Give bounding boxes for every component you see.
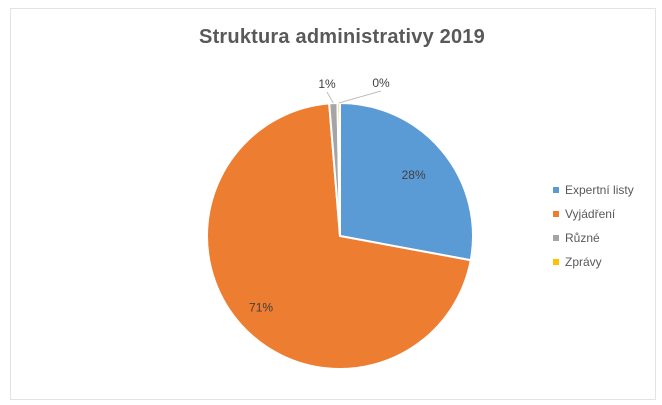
legend-swatch: [553, 235, 559, 241]
legend-item-1: Vyjádření: [553, 202, 634, 226]
chart-legend: Expertní listy Vyjádření Různé Zprávy: [553, 178, 634, 274]
legend-swatch: [553, 211, 559, 217]
slice-label-1: 71%: [249, 300, 273, 314]
pie-slice-0: [339, 101, 474, 262]
leader-line-3: [338, 90, 382, 104]
legend-item-2: Různé: [553, 226, 634, 250]
slice-label-0: 28%: [402, 168, 426, 182]
legend-item-0: Expertní listy: [553, 178, 634, 202]
leader-line-2: [326, 91, 334, 104]
legend-swatch: [553, 259, 559, 265]
legend-label: Expertní listy: [565, 183, 634, 197]
slice-label-2: 1%: [318, 77, 336, 91]
chart-title: Struktura administrativy 2019: [199, 26, 485, 48]
slice-label-3: 0%: [372, 76, 390, 90]
legend-swatch: [553, 187, 559, 193]
legend-label: Vyjádření: [565, 207, 616, 221]
pie-slice-1: [206, 102, 472, 370]
legend-label: Zprávy: [565, 255, 602, 269]
legend-label: Různé: [565, 231, 600, 245]
legend-item-3: Zprávy: [553, 250, 634, 274]
